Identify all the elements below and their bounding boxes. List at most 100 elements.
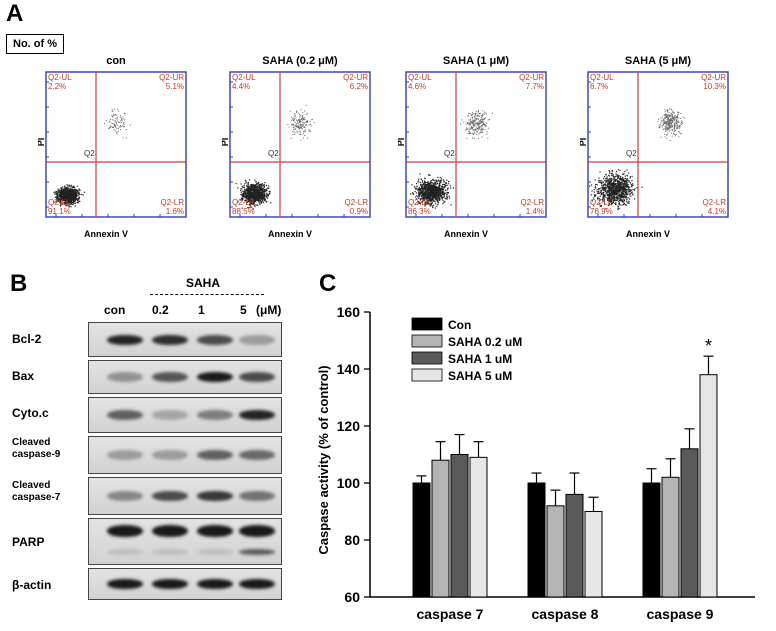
q2-ur-label: Q2-UR [343,73,368,82]
row-label-parp: PARP [12,535,45,549]
q2-ul-value: 4.4% [232,82,250,91]
blot-strip-bcl2 [88,322,282,357]
bar [680,448,699,598]
q2-ur-value: 7.7% [526,82,544,91]
blot-band [239,410,275,420]
row-label-beta-actin: β-actin [12,578,52,592]
q2-ul-label: Q2-UL [232,73,256,82]
blot-band [239,525,275,537]
blot-band [239,491,275,501]
blot-band-cleaved [197,549,233,555]
q2-ul-value: 6.7% [590,82,608,91]
q2-ul-label: Q2-UL [590,73,614,82]
q2-ll-value: 78.9% [590,207,613,216]
dot-cloud [410,110,493,209]
flow-plot-saha-0-2: SAHA (0.2 μM) Q2-UL 4.4% Q2-UR 6.2% Q2-LL 88.5… [220,52,372,242]
y-axis-label: PI [398,138,406,147]
blot-band [197,410,233,420]
blot-band [239,372,275,382]
dot-cloud [235,104,315,210]
q2-ll-value: 86.3% [408,207,431,216]
blot-band [239,450,275,460]
blot-strip-caspase7 [88,477,282,515]
blot-band [107,372,143,382]
y-axis-label: PI [222,138,230,147]
blot-band [152,525,188,537]
blot-band [107,410,143,420]
plot-title: SAHA (0.2 μM) [262,55,338,67]
blot-band [152,491,188,501]
legend-swatch [411,317,443,331]
plot-title: con [106,55,126,67]
bar [469,456,488,598]
no-of-percent-label: No. of % [6,34,64,54]
bar [642,482,661,598]
q2-center-label: Q2 [84,149,95,158]
significance-asterisk: * [705,336,712,356]
q2-ul-label: Q2-UL [48,73,72,82]
bar [527,482,546,598]
blot-strip-cytoc [88,397,282,433]
bar [412,482,431,598]
x-category-label: caspase 8 [532,606,599,622]
lane-label-1: 1 [198,303,205,317]
x-axis-label: Annexin V [84,229,128,239]
q2-ll-value: 91.1% [48,207,71,216]
bar [584,511,603,598]
blot-strip-parp [88,518,282,565]
panel-a-letter: A [6,0,24,27]
row-label-cleaved-caspase7: Cleaved caspase-7 [12,480,61,503]
y-axis-label: PI [580,138,588,147]
blot-band-cleaved [107,549,143,555]
row-label-bcl2: Bcl-2 [12,332,42,346]
blot-band-cleaved [152,549,188,555]
lane-label-0-2: 0.2 [152,303,169,317]
bar [431,459,450,598]
q2-ll-label: Q2-LL [232,198,255,207]
q2-ll-label: Q2-LL [48,198,71,207]
q2-ul-value: 2.2% [48,82,66,91]
western-blot-panel: SAHA con 0.2 1 5 (μM) Bcl-2 Bax Cyto.c C… [0,270,300,631]
blot-band [152,579,188,589]
flow-plot-canvas: SAHA (0.2 μM) Q2-UL4.4% Q2-UR6.2% Q2-LL88.5… [220,55,371,239]
flow-cytometry-panel: con Q2-UL 2.2% Q2-UR 5.1% Q2-LL 91.1% Q2-LR 1.6%… [0,0,776,245]
bar [450,454,469,598]
bar [565,493,584,598]
plot-title: SAHA (5 μM) [625,55,692,67]
blot-band [107,579,143,589]
y-tick-label: 140 [337,361,361,377]
blot-band [197,491,233,501]
blot-band [239,334,275,345]
bar [661,476,680,598]
legend-swatch [411,368,443,382]
y-tick-label: 160 [337,304,361,320]
panel-c-letter: C [319,270,337,297]
q2-ur-value: 5.1% [166,82,184,91]
y-tick-label: 120 [337,418,361,434]
blot-strip-beta-actin [88,568,282,600]
q2-lr-value: 0.9% [350,207,368,216]
legend-swatch [411,334,443,348]
q2-center-label: Q2 [444,149,455,158]
blot-band [152,450,188,460]
q2-ll-value: 88.5% [232,207,255,216]
q2-lr-value: 1.4% [526,207,544,216]
row-label-bax: Bax [12,369,35,383]
q2-ur-label: Q2-UR [519,73,544,82]
q2-ur-label: Q2-UR [159,73,184,82]
q2-ll-label: Q2-LL [590,198,613,207]
plot-title: SAHA (1 μM) [443,55,510,67]
caspase-bar-chart: Caspase activity (% of control) 60 80 100 1… [316,304,755,622]
q2-lr-label: Q2-LR [160,198,184,207]
y-axis-label: Caspase activity (% of control) [316,365,331,554]
blot-band [152,372,188,382]
q2-lr-label: Q2-LR [520,198,544,207]
blot-band [107,525,143,537]
q2-ur-label: Q2-UR [701,73,726,82]
q2-ul-value: 4.6% [408,82,426,91]
bar [546,505,565,598]
q2-lr-value: 4.1% [708,207,726,216]
